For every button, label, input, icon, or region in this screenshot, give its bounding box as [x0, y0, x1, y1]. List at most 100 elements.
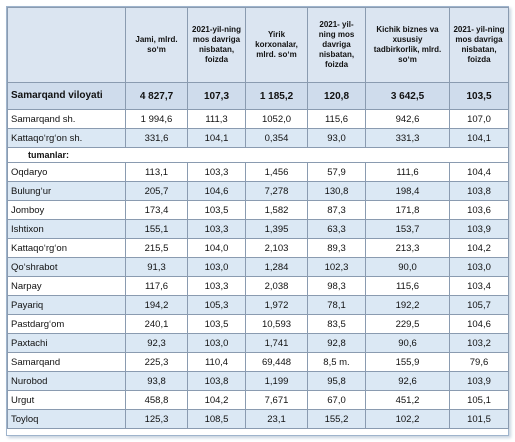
table-row: Toyloq 125,3 108,5 23,1 155,2 102,2 101,5: [7, 409, 509, 429]
cell: 90,6: [365, 333, 450, 353]
cell: 155,1: [125, 219, 188, 239]
table-row: Nurobod 93,8 103,8 1,199 95,8 92,6 103,9: [7, 371, 509, 391]
cell: 79,6: [449, 352, 509, 372]
cell: 115,6: [365, 276, 450, 296]
table-row: Qoʻshrabot 91,3 103,0 1,284 102,3 90,0 103,0: [7, 257, 509, 277]
cell: 331,3: [365, 128, 450, 148]
table-row: Pastdargʻom 240,1 103,5 10,593 83,5 229,5 104,…: [7, 314, 509, 334]
cell: 87,3: [307, 200, 366, 220]
cell: 4 827,7: [125, 82, 188, 110]
row-label: Samarqand sh.: [7, 109, 126, 129]
subheader-row: tumanlar:: [7, 147, 509, 163]
row-label: Samarqand: [7, 352, 126, 372]
cell: 2,038: [245, 276, 308, 296]
cell: 105,7: [449, 295, 509, 315]
cell: 63,3: [307, 219, 366, 239]
cell: 7,671: [245, 390, 308, 410]
cell: 103,8: [187, 371, 246, 391]
cell: 103,9: [449, 219, 509, 239]
cell: Yirik korxonalar, mlrd. soʻm: [245, 7, 308, 83]
cell: 78,1: [307, 295, 366, 315]
cell: 111,6: [365, 162, 450, 182]
cell: 104,1: [449, 128, 509, 148]
cell: Jami, mlrd. soʻm: [125, 7, 188, 83]
table-row: Samarqand 225,3 110,4 69,448 8,5 m. 155,9 79,6: [7, 352, 509, 372]
cell: 103,5: [187, 314, 246, 334]
cell: 2021- yil-ning mos davriga nisbatan, foi…: [307, 7, 366, 83]
table-row: Bulungʻur 205,7 104,6 7,278 130,8 198,4 103,8: [7, 181, 509, 201]
cell: 155,2: [307, 409, 366, 429]
table-row: Kattaqoʻrgʻon sh. 331,6 104,1 0,354 93,0 331,…: [7, 128, 509, 148]
cell: 103,4: [449, 276, 509, 296]
cell: 103,0: [187, 257, 246, 277]
cell: 110,4: [187, 352, 246, 372]
table-row: Paxtachi 92,3 103,0 1,741 92,8 90,6 103,2: [7, 333, 509, 353]
cell: 103,6: [449, 200, 509, 220]
row-label: Jomboy: [7, 200, 126, 220]
cell: 103,5: [449, 82, 509, 110]
table-row: Ishtixon 155,1 103,3 1,395 63,3 153,7 103,9: [7, 219, 509, 239]
cell: 98,3: [307, 276, 366, 296]
cell: 229,5: [365, 314, 450, 334]
cell: 942,6: [365, 109, 450, 129]
table-row: Narpay 117,6 103,3 2,038 98,3 115,6 103,4: [7, 276, 509, 296]
cell: 2021-yil-ning mos davriga nisbatan, foiz…: [187, 7, 246, 83]
cell: 2,103: [245, 238, 308, 258]
cell: 103,8: [449, 181, 509, 201]
cell: 104,2: [449, 238, 509, 258]
cell: 103,5: [187, 200, 246, 220]
row-label: Paxtachi: [7, 333, 126, 353]
cell: 225,3: [125, 352, 188, 372]
cell: 69,448: [245, 352, 308, 372]
row-label: Qoʻshrabot: [7, 257, 126, 277]
cell: 23,1: [245, 409, 308, 429]
cell: 107,0: [449, 109, 509, 129]
row-label: Samarqand viloyati: [7, 82, 126, 110]
cell: 103,3: [187, 162, 246, 182]
row-label: Nurobod: [7, 371, 126, 391]
cell: 93,8: [125, 371, 188, 391]
cell: 213,3: [365, 238, 450, 258]
cell: 1,741: [245, 333, 308, 353]
cell: 2021- yil-ning mos davriga nisbatan, foi…: [449, 7, 509, 83]
cell: 102,2: [365, 409, 450, 429]
table-row: Oqdaryo 113,1 103,3 1,456 57,9 111,6 104,4: [7, 162, 509, 182]
data-table: Jami, mlrd. soʻm 2021-yil-ning mos davrig…: [7, 7, 509, 429]
row-label: Payariq: [7, 295, 126, 315]
cell: 1,284: [245, 257, 308, 277]
total-row: Samarqand viloyati 4 827,7 107,3 1 185,2 120…: [7, 82, 509, 110]
cell: 90,0: [365, 257, 450, 277]
cell: 115,6: [307, 109, 366, 129]
cell: 1052,0: [245, 109, 308, 129]
cell: 95,8: [307, 371, 366, 391]
cell: 101,5: [449, 409, 509, 429]
row-label: Narpay: [7, 276, 126, 296]
cell: 103,3: [187, 219, 246, 239]
cell: 3 642,5: [365, 82, 450, 110]
cell: Kichik biznes va xususiy tadbirkorlik, m…: [365, 7, 450, 83]
cell: 117,6: [125, 276, 188, 296]
cell: 102,3: [307, 257, 366, 277]
row-label: Toyloq: [7, 409, 126, 429]
cell: 107,3: [187, 82, 246, 110]
cell: 0,354: [245, 128, 308, 148]
cell: 57,9: [307, 162, 366, 182]
cell: 1,582: [245, 200, 308, 220]
cell: 205,7: [125, 181, 188, 201]
row-label: Pastdargʻom: [7, 314, 126, 334]
cell: 104,1: [187, 128, 246, 148]
cell: 155,9: [365, 352, 450, 372]
table-row: Samarqand sh. 1 994,6 111,3 1052,0 115,6 942,…: [7, 109, 509, 129]
cell: 104,4: [449, 162, 509, 182]
cell: 130,8: [307, 181, 366, 201]
cell: 240,1: [125, 314, 188, 334]
cell: 83,5: [307, 314, 366, 334]
cell: 92,3: [125, 333, 188, 353]
cell: 103,2: [449, 333, 509, 353]
cell: 451,2: [365, 390, 450, 410]
cell: 113,1: [125, 162, 188, 182]
cell: 171,8: [365, 200, 450, 220]
cell: 1,199: [245, 371, 308, 391]
cell: 67,0: [307, 390, 366, 410]
